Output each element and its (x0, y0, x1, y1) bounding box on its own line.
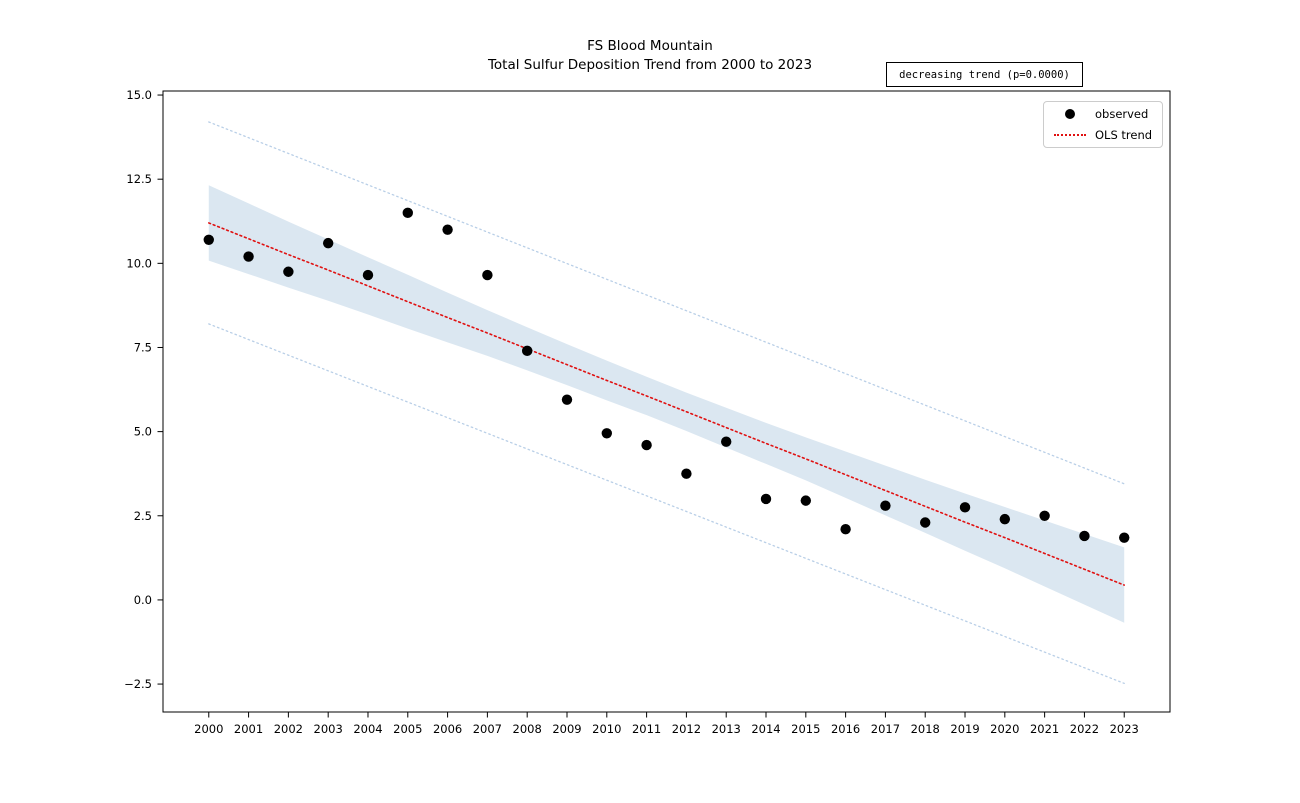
x-tick-label: 2003 (314, 722, 343, 736)
x-tick-label: 2019 (950, 722, 979, 736)
legend-item-observed: observed (1052, 106, 1156, 122)
y-tick-label: 2.5 (134, 509, 152, 523)
x-tick-label: 2023 (1110, 722, 1139, 736)
x-tick-label: 2002 (274, 722, 303, 736)
legend-label-observed: observed (1095, 107, 1149, 121)
observed-point-2016 (840, 524, 851, 535)
y-tick-label: 15.0 (126, 88, 152, 102)
x-tick-label: 2004 (353, 722, 382, 736)
legend-item-ols-trend: OLS trend (1052, 127, 1156, 143)
observed-point-2020 (999, 513, 1011, 525)
observed-point-2006 (442, 224, 453, 235)
observed-point-2023 (1119, 532, 1130, 543)
x-tick-label: 2020 (990, 722, 1019, 736)
chart-title-line1: FS Blood Mountain (587, 38, 713, 54)
ols-trend-line (207, 222, 1126, 586)
y-tick-label: −2.5 (124, 677, 152, 691)
x-tick-label: 2014 (751, 722, 780, 736)
y-tick-label: 10.0 (126, 256, 152, 270)
y-tick-label: 12.5 (126, 172, 152, 186)
observed-point-2008 (521, 345, 533, 357)
observed-point-2012 (681, 468, 692, 479)
observed-point-2001 (243, 251, 254, 262)
confidence-band (208, 185, 1125, 623)
observed-point-2015 (800, 495, 812, 506)
x-tick-label: 2009 (552, 722, 581, 736)
observed-point-2018 (920, 517, 931, 528)
x-tick-label: 2022 (1070, 722, 1099, 736)
x-tick-label: 2016 (831, 722, 860, 736)
x-tick-label: 2011 (632, 722, 661, 736)
observed-point-2021 (1039, 510, 1050, 521)
observed-point-2022 (1079, 530, 1090, 542)
legend-label-ols-trend: OLS trend (1095, 128, 1153, 142)
x-tick-label: 2015 (791, 722, 820, 736)
observed-point-2000 (203, 234, 214, 245)
observed-point-2017 (880, 500, 891, 511)
observed-point-2002 (283, 266, 294, 277)
x-tick-label: 2001 (234, 722, 263, 736)
x-tick-label: 2010 (592, 722, 621, 736)
chart-title: FS Blood Mountain Total Sulfur Depositio… (0, 37, 1300, 75)
x-tick-label: 2008 (513, 722, 542, 736)
observed-marker-icon (1065, 109, 1075, 119)
x-tick-label: 2018 (911, 722, 940, 736)
observed-point-2007 (482, 269, 493, 281)
y-tick-label: 7.5 (134, 340, 152, 354)
x-tick-label: 2012 (672, 722, 701, 736)
x-tick-label: 2005 (393, 722, 422, 736)
trend-annotation-text: decreasing trend (p=0.0000) (899, 68, 1070, 81)
chart-title-line2: Total Sulfur Deposition Trend from 2000 … (487, 57, 813, 73)
observed-point-2003 (322, 237, 334, 249)
x-tick-label: 2021 (1030, 722, 1059, 736)
ols-trend-marker-icon (1054, 134, 1086, 136)
y-tick-label: 5.0 (134, 425, 152, 439)
observed-point-2005 (402, 207, 413, 219)
x-tick-label: 2017 (871, 722, 900, 736)
observed-point-2013 (721, 436, 732, 447)
y-tick-label: 0.0 (134, 593, 152, 607)
observed-point-2014 (760, 493, 772, 505)
observed-point-2010 (601, 428, 612, 439)
prediction-interval-lower (208, 323, 1125, 685)
axes-frame (162, 90, 1171, 713)
x-tick-label: 2007 (473, 722, 502, 736)
x-tick-label: 2006 (433, 722, 462, 736)
x-tick-label: 2013 (712, 722, 741, 736)
prediction-interval-upper (208, 121, 1125, 485)
trend-annotation-box: decreasing trend (p=0.0000) (886, 62, 1083, 87)
observed-point-2019 (959, 502, 971, 513)
observed-point-2004 (362, 269, 374, 281)
observed-point-2011 (641, 439, 652, 451)
legend: observed OLS trend (1043, 101, 1163, 148)
observed-point-2009 (561, 394, 573, 405)
x-tick-label: 2000 (194, 722, 223, 736)
